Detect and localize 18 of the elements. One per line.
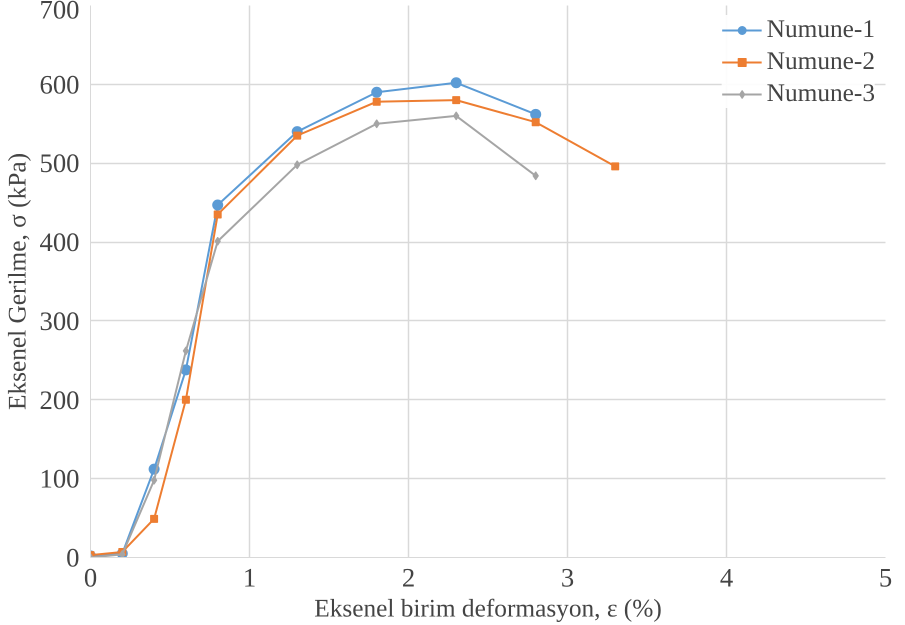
y-tick-label: 700 <box>40 0 80 24</box>
x-tick-label: 3 <box>560 562 574 592</box>
y-tick-label: 100 <box>40 464 80 494</box>
x-tick-label: 2 <box>402 562 416 592</box>
y-tick-label: 300 <box>40 306 80 336</box>
y-tick-label: 400 <box>40 227 80 258</box>
x-tick-label: 5 <box>878 562 892 592</box>
y-tick-label: 200 <box>40 384 80 415</box>
legend-label: Numune-3 <box>766 79 875 108</box>
x-tick-label: 1 <box>242 562 256 592</box>
x-axis-title: Eksenel birim deformasyon, ε (%) <box>314 594 662 622</box>
y-tick-label: 500 <box>40 148 80 178</box>
y-tick-label: 600 <box>40 69 80 100</box>
legend-label: Numune-2 <box>766 47 875 76</box>
legend-label: Numune-1 <box>766 15 875 44</box>
x-tick-label: 4 <box>720 562 734 592</box>
y-axis-title: Eksenel Gerilme, σ (kPa) <box>4 152 32 410</box>
y-tick-label: 0 <box>66 542 80 572</box>
